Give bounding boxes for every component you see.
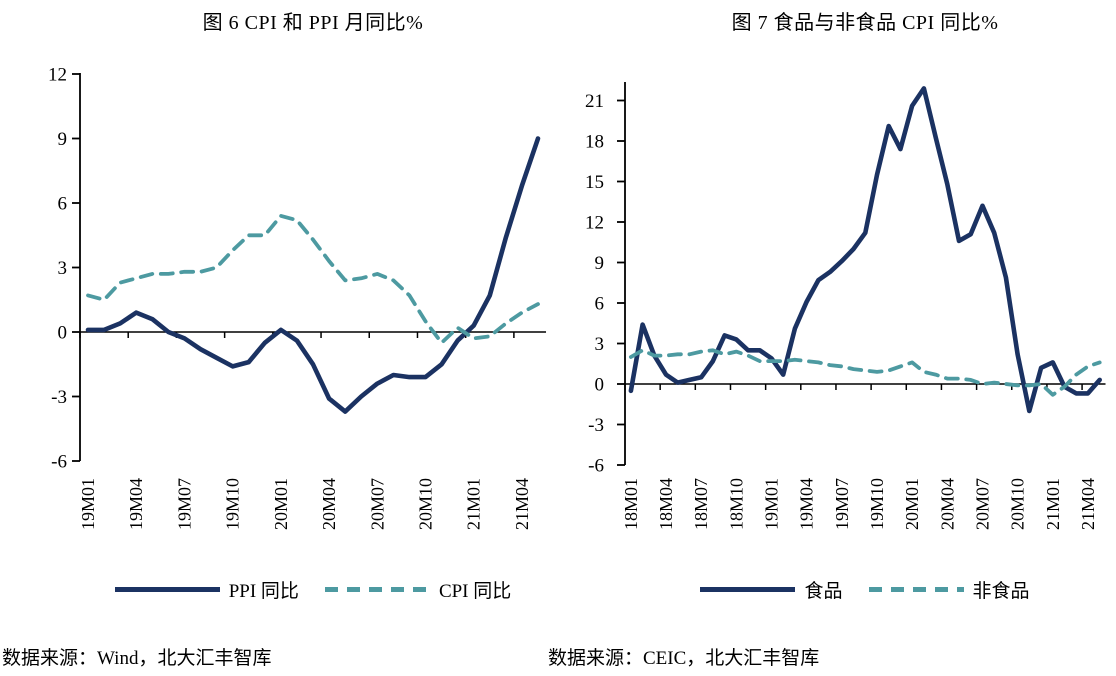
legend-label-cpi: CPI 同比 <box>438 581 512 602</box>
svg-text:20M01: 20M01 <box>271 478 291 530</box>
svg-text:9: 9 <box>58 129 68 150</box>
svg-text:3: 3 <box>595 334 605 355</box>
legend-item-cpi: CPI 同比 <box>324 576 512 603</box>
svg-text:19M04: 19M04 <box>126 478 146 530</box>
svg-text:18M04: 18M04 <box>656 478 676 530</box>
svg-text:15: 15 <box>585 172 604 193</box>
svg-text:20M10: 20M10 <box>1008 478 1028 530</box>
svg-text:19M10: 19M10 <box>867 478 887 530</box>
svg-text:19M01: 19M01 <box>78 478 98 530</box>
svg-text:12: 12 <box>48 65 67 86</box>
solid-line-swatch <box>700 587 796 592</box>
svg-text:18M01: 18M01 <box>621 478 641 530</box>
legend-item-nonfood: 非食品 <box>868 576 1030 603</box>
svg-text:18: 18 <box>585 132 604 153</box>
svg-text:3: 3 <box>58 258 68 279</box>
svg-text:0: 0 <box>595 375 605 396</box>
svg-text:19M10: 19M10 <box>223 478 243 530</box>
svg-text:21M04: 21M04 <box>1078 478 1098 530</box>
svg-text:-6: -6 <box>588 456 604 477</box>
svg-text:21M01: 21M01 <box>1043 478 1063 530</box>
legend-item-food: 食品 <box>700 576 843 603</box>
svg-text:19M07: 19M07 <box>832 478 852 530</box>
svg-text:21M04: 21M04 <box>512 478 532 530</box>
figure-6-legend: PPI 同比 CPI 同比 <box>80 576 546 603</box>
legend-label-ppi: PPI 同比 <box>228 581 299 602</box>
data-source-figure-7: 数据来源：CEIC，北大汇丰智库 <box>548 648 820 669</box>
food-nonfood-cpi-line-chart: -6 -3 0 3 6 9 12 15 18 21 18M01 18M04 18M07 18M10 19M0… <box>585 82 1106 530</box>
svg-text:20M01: 20M01 <box>902 478 922 530</box>
dashed-line-swatch <box>868 587 964 592</box>
svg-text:19M01: 19M01 <box>762 478 782 530</box>
legend-label-nonfood: 非食品 <box>972 581 1030 602</box>
cpi-ppi-line-chart: -6 -3 0 3 6 9 12 19M01 19M04 19M07 19M10 20M01 20M04… <box>48 65 547 530</box>
svg-text:9: 9 <box>595 253 605 274</box>
svg-text:20M04: 20M04 <box>937 478 957 530</box>
svg-text:20M07: 20M07 <box>367 478 387 530</box>
chart-title-figure-7: 图 7 食品与非食品 CPI 同比% <box>731 12 999 34</box>
svg-text:-6: -6 <box>51 452 67 473</box>
data-source-figure-6: 数据来源：Wind，北大汇丰智库 <box>2 648 272 669</box>
svg-text:18M10: 18M10 <box>726 478 746 530</box>
svg-text:6: 6 <box>595 294 605 315</box>
svg-text:12: 12 <box>585 213 604 234</box>
figure-7-legend: 食品 非食品 <box>625 576 1105 603</box>
svg-text:21: 21 <box>585 91 604 112</box>
svg-text:19M07: 19M07 <box>174 478 194 530</box>
legend-label-food: 食品 <box>804 581 843 602</box>
svg-text:20M10: 20M10 <box>416 478 436 530</box>
solid-line-swatch <box>114 587 220 592</box>
legend-item-ppi: PPI 同比 <box>114 576 299 603</box>
svg-text:21M01: 21M01 <box>464 478 484 530</box>
svg-text:-3: -3 <box>51 387 67 408</box>
svg-text:-3: -3 <box>588 415 604 436</box>
svg-text:20M04: 20M04 <box>319 478 339 530</box>
svg-text:20M07: 20M07 <box>972 478 992 530</box>
dashed-line-swatch <box>324 587 430 592</box>
svg-text:6: 6 <box>58 194 68 215</box>
svg-text:0: 0 <box>58 323 68 344</box>
chart-title-figure-6: 图 6 CPI 和 PPI 月同比% <box>202 12 424 34</box>
svg-text:19M04: 19M04 <box>797 478 817 530</box>
svg-text:18M07: 18M07 <box>691 478 711 530</box>
